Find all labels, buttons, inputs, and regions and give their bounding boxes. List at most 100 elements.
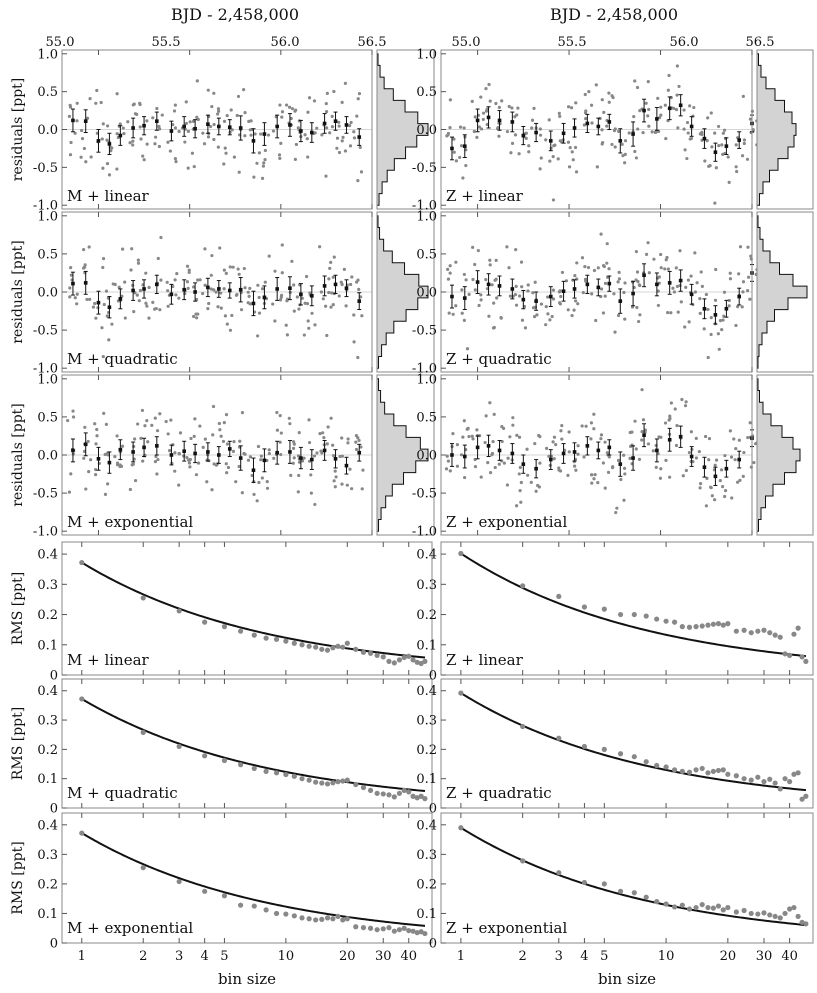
raw-residual-point	[552, 457, 556, 461]
rms-point	[520, 723, 526, 730]
raw-residual-point	[656, 303, 660, 308]
raw-residual-point	[559, 294, 563, 299]
raw-residual-point	[69, 273, 73, 277]
raw-residual-point	[483, 440, 487, 445]
rms-point	[748, 910, 754, 917]
raw-residual-point	[255, 161, 259, 165]
raw-residual-point	[709, 485, 713, 489]
raw-residual-point	[514, 284, 518, 288]
binned-point	[724, 306, 729, 311]
raw-residual-point	[658, 476, 663, 480]
raw-residual-point	[505, 483, 510, 487]
raw-residual-point	[113, 282, 117, 287]
raw-residual-point	[484, 414, 488, 418]
raw-residual-point	[203, 247, 207, 251]
raw-residual-point	[290, 259, 294, 263]
raw-residual-point	[327, 290, 331, 295]
raw-residual-point	[493, 465, 497, 470]
raw-residual-point	[147, 316, 151, 320]
rms-point	[705, 904, 711, 911]
raw-residual-point	[348, 282, 353, 287]
panel-label: M + exponential	[67, 919, 193, 937]
raw-residual-point	[479, 127, 484, 131]
raw-residual-point	[740, 154, 745, 158]
raw-residual-point	[599, 433, 604, 437]
raw-residual-point	[310, 311, 314, 315]
raw-residual-point	[647, 107, 651, 112]
raw-residual-point	[659, 435, 663, 439]
raw-residual-point	[475, 428, 479, 432]
raw-residual-point	[143, 424, 147, 428]
raw-residual-point	[84, 487, 88, 491]
binned-point	[251, 139, 256, 143]
raw-residual-point	[557, 111, 561, 115]
rms-point	[374, 790, 380, 796]
binned-point	[299, 456, 303, 460]
raw-residual-point	[156, 457, 160, 462]
raw-residual-point	[344, 304, 348, 308]
raw-residual-point	[137, 299, 141, 303]
y-tick-label: -0.5	[33, 161, 58, 176]
bin-axis-label: bin size	[218, 970, 276, 988]
rms-point	[791, 904, 797, 911]
raw-residual-point	[186, 129, 191, 133]
raw-residual-point	[623, 472, 627, 476]
rms-point	[330, 645, 336, 651]
raw-residual-point	[518, 488, 522, 493]
raw-residual-point	[738, 245, 743, 249]
raw-residual-point	[346, 441, 350, 445]
raw-residual-point	[536, 483, 540, 488]
binned-point	[169, 292, 174, 297]
raw-residual-point	[332, 89, 336, 94]
raw-residual-point	[142, 158, 146, 162]
raw-residual-point	[168, 149, 172, 153]
rms-point	[679, 768, 685, 774]
rms-point	[693, 624, 699, 630]
raw-residual-point	[723, 453, 727, 458]
raw-residual-point	[582, 123, 586, 127]
raw-residual-point	[177, 452, 181, 456]
raw-residual-point	[292, 456, 296, 460]
raw-residual-point	[511, 423, 515, 427]
y-tick-label: -0.5	[412, 324, 437, 339]
raw-residual-point	[665, 255, 669, 260]
raw-residual-point	[190, 151, 194, 155]
raw-residual-point	[698, 311, 702, 315]
binned-point	[702, 136, 707, 141]
raw-residual-point	[623, 139, 628, 143]
binned-point	[118, 297, 123, 301]
raw-residual-point	[492, 412, 496, 416]
raw-residual-point	[679, 300, 683, 304]
raw-residual-point	[237, 272, 241, 276]
rms-point	[556, 593, 562, 600]
binned-point	[475, 445, 480, 450]
raw-residual-point	[133, 437, 137, 441]
raw-residual-point	[684, 400, 688, 404]
raw-residual-point	[663, 103, 667, 107]
raw-residual-point	[451, 312, 455, 316]
rms-point	[79, 559, 85, 566]
binned-point	[521, 297, 526, 302]
raw-residual-point	[292, 283, 296, 287]
y-tick-label: 1.0	[37, 209, 58, 224]
raw-residual-point	[313, 502, 317, 507]
raw-residual-point	[459, 453, 464, 457]
raw-residual-point	[557, 290, 561, 294]
rms-point	[360, 649, 367, 655]
raw-residual-point	[256, 334, 260, 338]
raw-residual-point	[623, 161, 627, 165]
raw-residual-point	[315, 126, 319, 130]
raw-residual-point	[694, 456, 699, 460]
raw-residual-point	[139, 436, 143, 440]
binned-point	[96, 457, 101, 461]
raw-residual-point	[497, 134, 501, 138]
bin-tick-label: 30	[375, 949, 392, 964]
raw-residual-point	[138, 101, 142, 105]
raw-residual-point	[492, 301, 496, 305]
binned-point	[561, 289, 566, 294]
raw-residual-point	[307, 418, 311, 422]
raw-residual-point	[566, 140, 571, 144]
raw-residual-point	[128, 141, 132, 145]
raw-residual-point	[533, 280, 537, 284]
raw-residual-point	[693, 251, 697, 255]
